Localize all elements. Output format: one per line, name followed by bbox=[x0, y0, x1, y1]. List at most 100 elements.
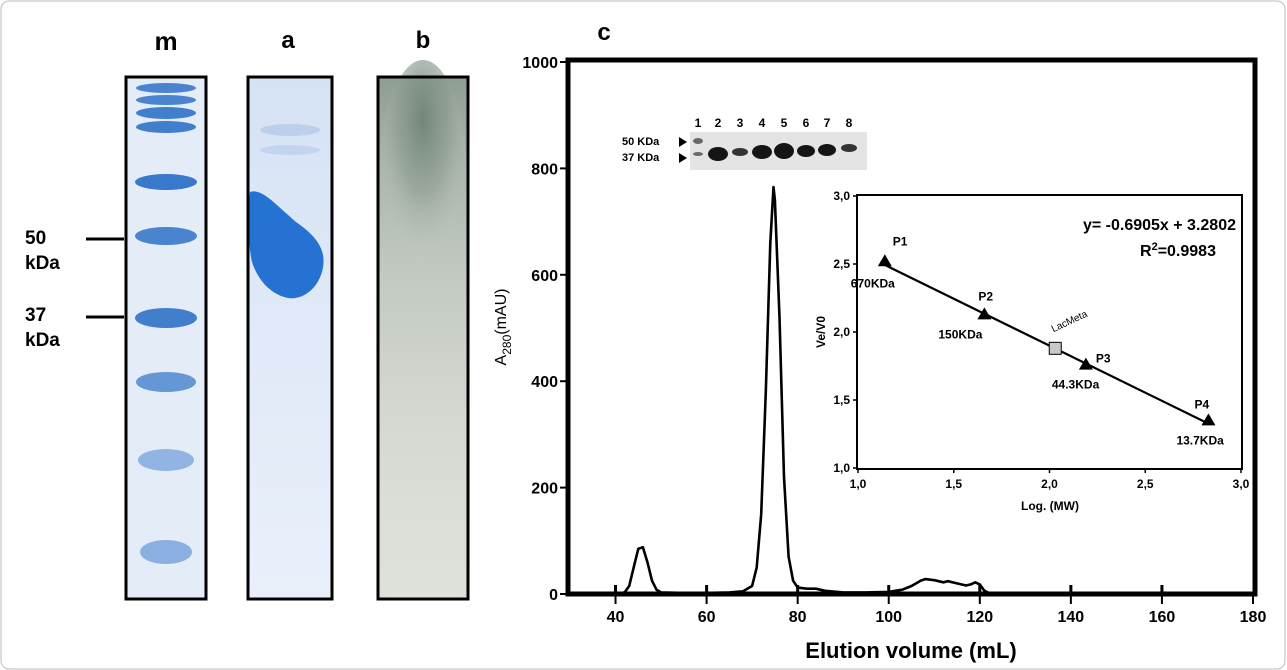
ladder-band bbox=[136, 83, 196, 93]
fraction-gel-arrow-37 bbox=[679, 153, 687, 163]
calibration-point-p3 bbox=[1078, 357, 1093, 370]
calibration-x-tick-label: 2,5 bbox=[1137, 477, 1154, 491]
marker-50-unit: kDa bbox=[25, 253, 60, 274]
chromatogram-x-axis-label: Elution volume (mL) bbox=[805, 638, 1016, 663]
calibration-point-mass-label: 670KDa bbox=[851, 276, 895, 290]
gel-lane-a-faint-band bbox=[260, 124, 320, 136]
chromatogram-y-axis-label-unit: (mAU) bbox=[493, 289, 510, 335]
marker-37-unit: kDa bbox=[25, 330, 60, 351]
chromatogram-y-axis-label-main: A bbox=[493, 354, 510, 365]
calibration-point-mass-label: 150KDa bbox=[938, 327, 982, 341]
calibration-x-tick-label: 3,0 bbox=[1233, 477, 1250, 491]
calibration-x-axis-label: Log. (MW) bbox=[1021, 499, 1079, 513]
ladder-band bbox=[135, 227, 197, 245]
fraction-gel-band bbox=[774, 143, 794, 159]
chromatogram-x-tick-label: 140 bbox=[1058, 609, 1085, 626]
calibration-point-p2 bbox=[977, 307, 992, 320]
fraction-gel-band bbox=[693, 138, 703, 144]
gel-lane-a-main-band bbox=[248, 191, 324, 299]
calibration-equation: y= -0.6905x + 3.2802 bbox=[1083, 217, 1236, 234]
calibration-point-name: P4 bbox=[1194, 397, 1209, 411]
chromatogram-x-ticks: 40 60 80 100 120 140 160 180 bbox=[607, 596, 1267, 626]
chromatogram-x-tick-label: 80 bbox=[789, 609, 807, 626]
calibration-point-name: P2 bbox=[978, 289, 993, 303]
panel-label-a: a bbox=[281, 27, 295, 54]
fraction-gel-band bbox=[841, 144, 857, 152]
chromatogram-baseline-mark bbox=[887, 585, 891, 592]
chromatogram-x-tick-label: 160 bbox=[1149, 609, 1176, 626]
fraction-gel-lane-label: 2 bbox=[715, 116, 722, 130]
calibration-y-tick-label: 3,0 bbox=[833, 189, 850, 203]
fraction-gel-lane-label: 3 bbox=[737, 116, 744, 130]
calibration-r-squared-value: =0.9983 bbox=[1158, 243, 1216, 260]
chromatogram-baseline-mark bbox=[1069, 585, 1073, 592]
gel-lane-a-background bbox=[248, 77, 332, 599]
calibration-point-mass-label: 13.7KDa bbox=[1176, 433, 1224, 447]
calibration-sample-point bbox=[1048, 341, 1062, 355]
calibration-y-tick-label: 1,5 bbox=[833, 393, 850, 407]
marker-50-kda: 50 kDa bbox=[25, 228, 124, 274]
gel-lane-b-smear bbox=[379, 60, 467, 300]
calibration-x-tick-label: 1,5 bbox=[945, 477, 962, 491]
chromatogram-y-axis-label: A280(mAU) bbox=[493, 289, 514, 366]
calibration-y-axis-label: Ve/V0 bbox=[814, 316, 828, 348]
chromatogram-x-tick-label: 120 bbox=[966, 609, 993, 626]
chromatogram-y-tick-label: 0 bbox=[549, 587, 558, 604]
chromatogram-y-tick-label: 200 bbox=[531, 481, 558, 498]
gel-lane-a bbox=[246, 75, 334, 601]
calibration-y-tick-label: 1,0 bbox=[833, 461, 850, 475]
calibration-point-mass-label: 44.3KDa bbox=[1052, 378, 1100, 392]
gel-lane-a-faint-band bbox=[260, 145, 320, 155]
fraction-gel-marker-50: 50 KDa bbox=[622, 136, 660, 148]
panel-label-m: m bbox=[154, 26, 177, 56]
ladder-band bbox=[136, 95, 196, 105]
ladder-band bbox=[136, 121, 196, 133]
marker-37-value: 37 bbox=[25, 305, 46, 326]
chromatogram-x-tick-label: 100 bbox=[875, 609, 902, 626]
calibration-y-tick-label: 2,5 bbox=[833, 257, 850, 271]
fraction-gel-marker-37: 37 KDa bbox=[622, 152, 660, 164]
calibration-point-name: P3 bbox=[1096, 352, 1111, 366]
calibration-r-squared-label: R bbox=[1140, 243, 1152, 260]
fraction-gel-band bbox=[797, 145, 815, 157]
marker-50-value: 50 bbox=[25, 228, 46, 249]
panel-label-c: c bbox=[597, 19, 610, 46]
ladder-band bbox=[135, 308, 197, 328]
calibration-point-name: P1 bbox=[893, 234, 908, 248]
panel-label-b: b bbox=[416, 27, 431, 54]
ladder-band bbox=[136, 372, 196, 392]
calibration-fit-line bbox=[884, 263, 1209, 425]
chromatogram-x-tick-label: 40 bbox=[607, 609, 625, 626]
marker-37-kda: 37 kDa bbox=[25, 305, 124, 351]
gel-lane-m-frame bbox=[124, 75, 208, 601]
chromatogram-y-tick-label: 600 bbox=[531, 268, 558, 285]
fraction-gel-bands bbox=[693, 138, 857, 161]
fraction-gel-band bbox=[708, 147, 728, 161]
fraction-gel-lane-label: 6 bbox=[803, 116, 810, 130]
calibration-y-tick-label: 2,0 bbox=[833, 325, 850, 339]
fraction-gel-lane-label: 7 bbox=[824, 116, 831, 130]
gel-lane-m-background bbox=[126, 77, 206, 599]
calibration-point-p1 bbox=[877, 254, 892, 267]
calibration-r-squared-exponent: 2 bbox=[1152, 241, 1158, 253]
chromatogram-y-axis-label-sub: 280 bbox=[500, 334, 514, 354]
fraction-gel-lane-label: 8 bbox=[846, 116, 853, 130]
chromatogram-y-ticks: 0 200 400 600 800 1000 bbox=[522, 55, 568, 604]
chromatogram-baseline-mark bbox=[1160, 585, 1164, 592]
ladder-band bbox=[136, 107, 196, 119]
chromatogram-y-tick-label: 400 bbox=[531, 374, 558, 391]
fraction-gel-lane-label: 1 bbox=[695, 116, 702, 130]
fraction-gel-band bbox=[752, 145, 772, 159]
calibration-chart: 1,0 1,5 2,0 2,5 3,0 1,0 1,5 2,0 2,5 3,0 P1 670KDa… bbox=[814, 189, 1250, 513]
fraction-gel-band bbox=[818, 144, 836, 156]
calibration-r-squared: R2=0.9983 bbox=[1140, 241, 1216, 260]
calibration-plot-frame bbox=[856, 194, 1243, 470]
ladder-bands bbox=[135, 83, 197, 564]
chromatogram-x-tick-label: 180 bbox=[1240, 609, 1267, 626]
chromatogram-baseline-mark bbox=[705, 585, 709, 592]
ladder-band bbox=[138, 449, 194, 471]
chromatogram-baseline-mark bbox=[614, 585, 618, 592]
gel-lane-b-frame bbox=[376, 75, 470, 601]
